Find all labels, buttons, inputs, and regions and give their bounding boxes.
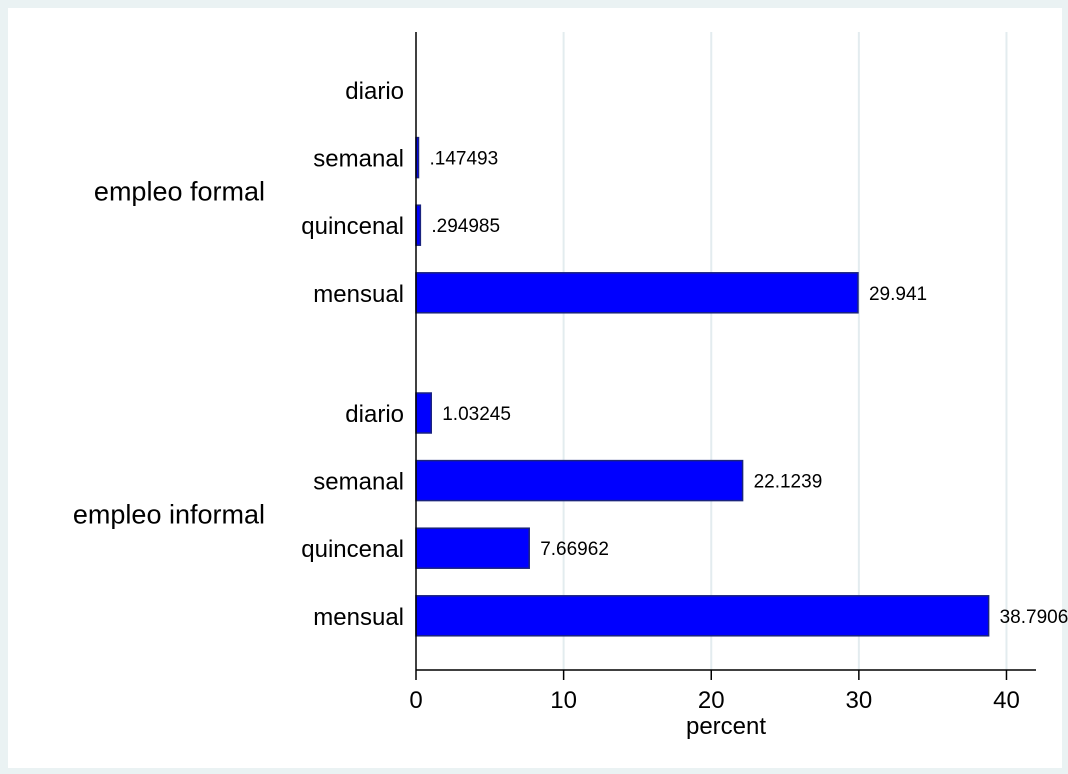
group-label: empleo formal — [94, 176, 265, 206]
bar — [416, 596, 989, 636]
x-tick-label: 40 — [993, 687, 1020, 714]
category-label: diario — [345, 401, 404, 428]
x-axis-title: percent — [686, 713, 766, 740]
x-tick-label: 10 — [550, 687, 577, 714]
x-tick-label: 0 — [409, 687, 422, 714]
category-label: mensual — [313, 604, 404, 631]
category-label: diario — [345, 78, 404, 105]
group-label: empleo informal — [73, 499, 265, 529]
x-tick-label: 30 — [846, 687, 873, 714]
bar — [416, 393, 431, 433]
data-label: 29.941 — [869, 284, 927, 305]
category-label: semanal — [313, 469, 404, 496]
bar — [416, 528, 529, 568]
data-label: 1.03245 — [442, 404, 511, 425]
data-label: 22.1239 — [754, 472, 823, 493]
bar — [416, 273, 858, 313]
graph-region — [8, 8, 1062, 768]
category-label: quincenal — [301, 536, 404, 563]
bar — [416, 461, 743, 501]
category-label: mensual — [313, 281, 404, 308]
data-label: .294985 — [431, 216, 500, 237]
data-label: .147493 — [430, 149, 499, 170]
category-label: semanal — [313, 146, 404, 173]
data-label: 7.66962 — [540, 539, 609, 560]
data-label: 38.7906 — [1000, 607, 1068, 628]
x-tick-label: 20 — [698, 687, 725, 714]
category-label: quincenal — [301, 213, 404, 240]
